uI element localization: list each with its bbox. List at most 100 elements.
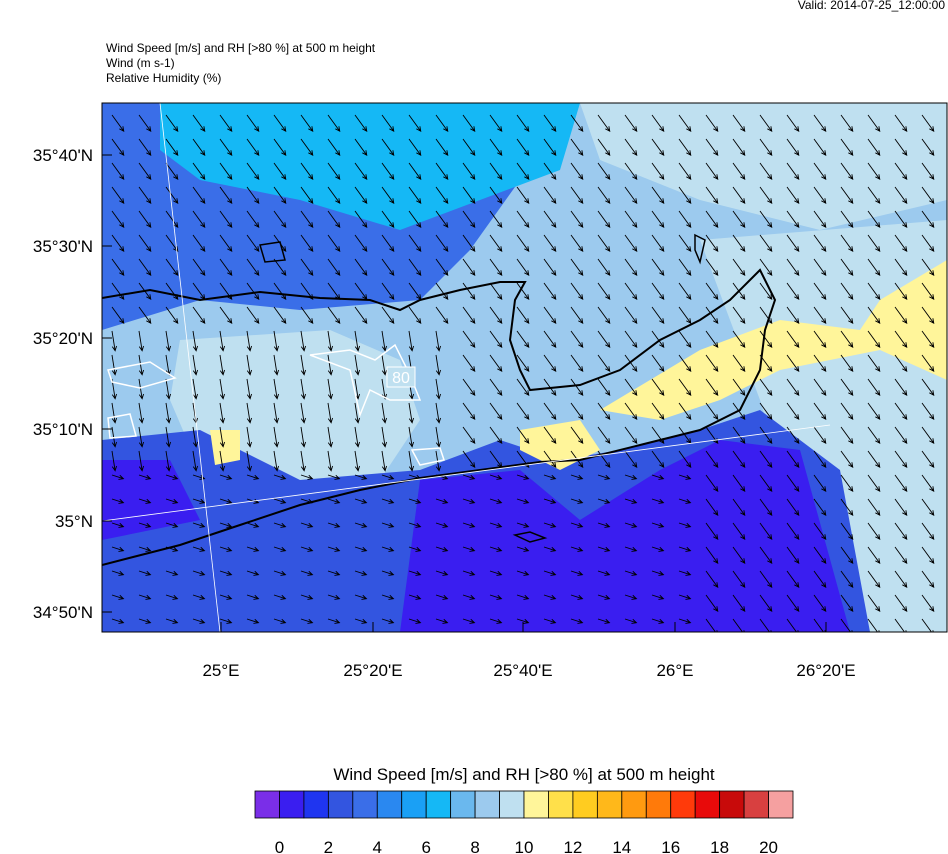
wind-arrow [543,210,557,229]
wind-arrow [894,138,908,157]
wind-arrow [921,210,935,229]
wind-arrow [192,258,206,277]
wind-arrow [300,258,314,277]
wind-arrow [192,354,199,376]
wind-arrow [732,522,746,541]
wind-arrow [894,282,908,301]
wind-arrow [192,186,206,205]
wind-arrow [543,450,557,469]
colorbar-label: 10 [515,838,534,854]
wind-arrow [408,234,422,253]
wind-arrow [732,258,746,277]
colorbar-label: 2 [324,838,333,854]
wind-arrow [408,138,422,157]
wind-arrow [408,570,422,576]
wind-arrow [624,234,638,253]
wind-arrow [381,210,395,229]
wind-arrow [786,162,800,181]
colorbar-box [694,790,721,819]
wind-arrow [867,402,881,421]
wind-arrow [732,450,746,469]
wind-arrow [462,234,476,253]
wind-arrow [192,306,206,325]
wind-arrow [813,186,827,205]
wind-arrow [543,138,557,157]
wind-arrow [408,114,422,133]
wind-arrow [651,402,665,421]
wind-arrow [381,618,395,624]
wind-arrow [300,522,314,528]
wind-arrow [246,330,253,352]
wind-arrow [300,306,314,325]
wind-arrow [894,402,908,421]
lon-label: 26°E [656,661,693,680]
wind-arrow [435,114,449,133]
lat-label: 35°20'N [33,329,93,348]
wind-arrow [759,210,773,229]
wind-arrow [273,258,287,277]
wind-arrow [192,594,206,600]
wind-arrow [381,234,395,253]
wind-arrow [813,138,827,157]
wind-arrow [678,450,692,469]
colorbar-box [596,790,623,819]
wind-arrow [327,378,334,400]
wind-arrow [462,138,476,157]
wind-arrow [273,378,280,400]
wind-arrow [327,162,341,181]
wind-arrow [840,138,854,157]
wind-arrow [381,354,388,376]
wind-arrow [624,210,638,229]
wind-arrow [786,498,800,517]
wind-arrow [327,210,341,229]
wind-arrow [192,138,206,157]
wind-arrow [381,330,388,352]
wind-arrow [435,402,442,424]
wind-arrow [570,570,584,576]
wind-arrow [894,114,908,133]
wind-arrow [597,546,611,552]
wind-arrow [435,522,449,528]
wind-arrow [435,330,442,352]
wind-arrow [219,114,233,133]
wind-arrow [732,138,746,157]
wind-arrow [840,546,854,565]
wind-arrow [732,306,746,325]
wind-arrow [840,402,854,421]
wind-arrow [219,570,233,576]
wind-arrow [165,594,179,600]
lat-label: 35°30'N [33,237,93,256]
wind-arrow [273,330,280,352]
wind-arrow [165,498,179,504]
wind-arrow [759,594,773,613]
wind-arrow [570,594,584,600]
wind-arrow [138,258,152,277]
wind-arrow [732,114,746,133]
wind-arrow [570,618,584,624]
wind-arrow [759,522,773,541]
wind-arrow [813,210,827,229]
wind-arrow [624,402,638,421]
wind-arrow [219,186,233,205]
wind-arrow [894,570,908,589]
wind-arrow [246,258,260,277]
wind-arrow [921,570,935,589]
wind-arrow [597,378,611,397]
wind-arrow [165,114,179,133]
wind-arrow [489,594,503,600]
wind-arrow [624,306,638,325]
wind-arrow [300,210,314,229]
colorbar-box [327,790,354,819]
wind-arrow [678,162,692,181]
wind-arrow [678,186,692,205]
wind-arrow [462,186,476,205]
wind-arrow [570,354,584,373]
wind-arrow [354,330,361,352]
wind-arrow [327,522,341,528]
wind-arrow [597,594,611,600]
wind-arrow [813,306,827,325]
wind-arrow [597,258,611,277]
wind-arrow [219,594,233,600]
wind-arrow [867,594,881,613]
